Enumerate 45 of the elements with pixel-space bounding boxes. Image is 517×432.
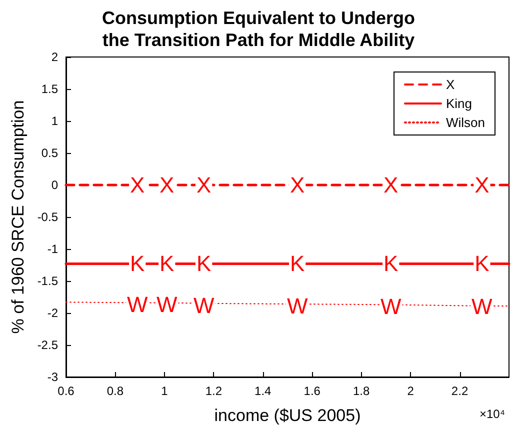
- legend-label: Wilson: [446, 115, 486, 130]
- y-tick-label: -3: [47, 370, 58, 384]
- y-tick-label: 0: [51, 178, 58, 192]
- annotation: W: [286, 293, 308, 318]
- text: ×10⁴: [479, 407, 506, 421]
- x-tick-label: 1.4: [254, 384, 272, 398]
- chart-title: Consumption Equivalent to Undergo the Transition Path for Middle Ability: [102, 8, 415, 50]
- y-tick-label: -1: [47, 242, 58, 256]
- x-tick-label: 1.2: [205, 384, 222, 398]
- x-tick-label: 2: [407, 384, 414, 398]
- y-tick-label: 2: [51, 50, 58, 64]
- y-tick-label: 1: [51, 114, 58, 128]
- annotation: W: [156, 292, 178, 318]
- annotation: X: [160, 172, 175, 198]
- annotation: X: [130, 172, 146, 198]
- annotation: X: [196, 172, 212, 198]
- y-tick-label: -2.5: [37, 338, 58, 352]
- x-tick-label: 1: [161, 384, 168, 398]
- x-tick-label: 2.2: [451, 384, 468, 398]
- x-tick-label: 1.6: [304, 384, 321, 398]
- annotation: X: [384, 172, 399, 198]
- y-tick-label: -0.5: [37, 210, 58, 224]
- x-axis-title: income ($US 2005): [214, 406, 361, 425]
- x-tick-label: 1.8: [352, 384, 370, 398]
- legend-label: King: [446, 96, 472, 111]
- annotation: W: [472, 294, 493, 320]
- annotation: K: [196, 251, 212, 276]
- annotation: X: [474, 172, 490, 198]
- annotation: W: [193, 292, 214, 318]
- x-tick-label: 0.6: [58, 384, 75, 398]
- y-tick-label: -1.5: [37, 274, 58, 288]
- legend-label: X: [446, 77, 455, 92]
- y-tick-label: 1.5: [41, 82, 58, 96]
- y-axis-title: % of 1960 SRCE Consumption: [8, 100, 28, 334]
- annotation: K: [290, 251, 305, 276]
- annotation: K: [384, 251, 399, 276]
- annotation: W: [126, 292, 148, 318]
- annotation: K: [130, 251, 146, 276]
- annotation: W: [380, 294, 402, 320]
- y-tick-label: 0.5: [41, 146, 58, 160]
- annotation: K: [160, 251, 175, 276]
- annotation: K: [474, 251, 490, 276]
- annotation: X: [290, 172, 305, 198]
- x-tick-label: 0.8: [106, 384, 124, 398]
- y-tick-label: -2: [47, 306, 58, 320]
